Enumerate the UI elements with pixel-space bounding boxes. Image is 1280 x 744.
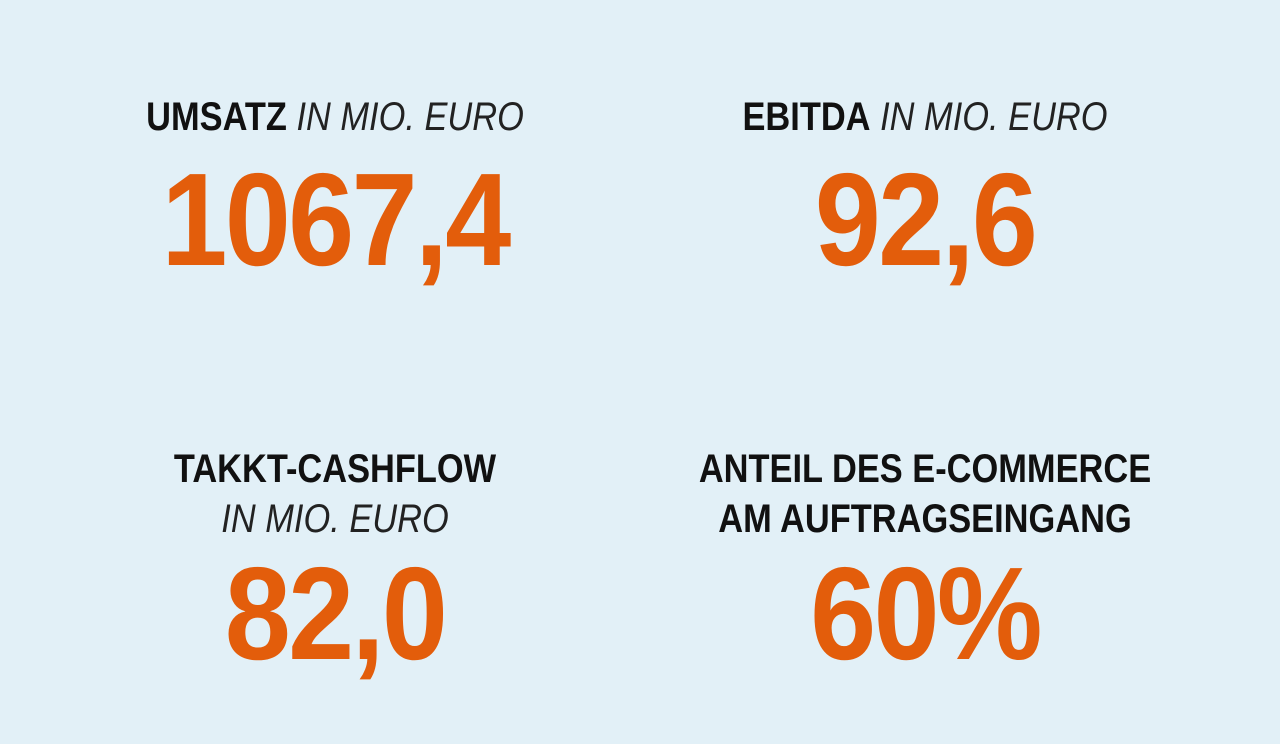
kpi-unit: IN MIO. EURO: [296, 95, 524, 139]
kpi: UMSATZ IN MIO. EURO 1067,4: [25, 92, 645, 290]
kpi: ANTEIL DES E-COMMERCE AM AUFTRAGSEINGANG…: [615, 444, 1235, 684]
kpi-unit: IN MIO. EURO: [880, 95, 1108, 139]
kpi-header: EBITDA IN MIO. EURO: [658, 92, 1191, 142]
kpi-value: 1067,4: [161, 146, 511, 293]
kpi-value: 60%: [810, 540, 1042, 687]
kpi-value: 82,0: [224, 540, 448, 687]
kpi: TAKKT-CASHFLOW IN MIO. EURO 82,0: [25, 444, 645, 684]
kpi-label: AM AUFTRAGSEINGANG: [718, 497, 1132, 541]
kpi-value: 92,6: [814, 146, 1038, 293]
kpi-label: ANTEIL DES E-COMMERCE: [698, 447, 1152, 491]
kpi: EBITDA IN MIO. EURO 92,6: [615, 92, 1235, 290]
kpi-label: EBITDA: [742, 95, 871, 139]
kpi-header: UMSATZ IN MIO. EURO: [68, 92, 601, 142]
kpi-label: UMSATZ: [146, 95, 287, 139]
kpi-unit: IN MIO. EURO: [221, 497, 449, 541]
kpi-label: TAKKT-CASHFLOW: [173, 447, 497, 491]
